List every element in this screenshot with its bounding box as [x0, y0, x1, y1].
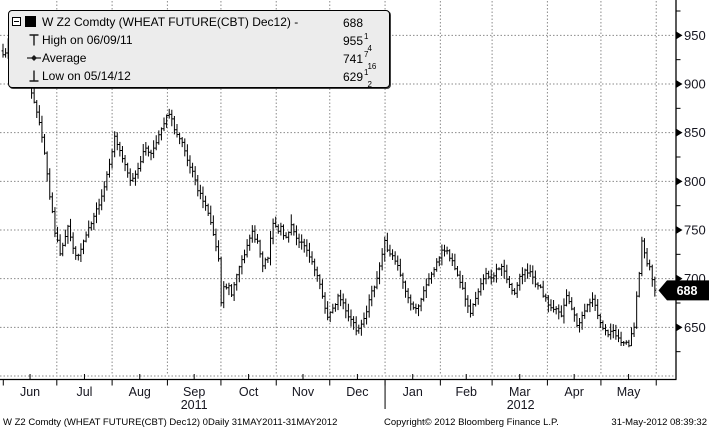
low-marker-icon: [27, 69, 41, 83]
y-axis-label: 750: [684, 223, 706, 238]
x-axis-month-label: Feb: [455, 385, 477, 399]
x-axis-month-label: Aug: [129, 385, 151, 399]
last-price-tag: [658, 280, 709, 301]
x-axis-month-label: Jun: [20, 385, 40, 399]
collapse-icon[interactable]: [12, 17, 21, 26]
y-major-tick: [676, 226, 683, 234]
y-axis-label: 850: [684, 125, 706, 140]
y-axis-label: 800: [684, 174, 706, 189]
y-major-tick: [676, 177, 683, 186]
y-axis-label: 900: [684, 77, 706, 92]
timestamp: 31-May-2012 08:39:32: [611, 417, 707, 428]
series-color-swatch: [25, 16, 36, 27]
x-axis-month-label: Nov: [292, 385, 315, 399]
x-axis-year-label: 2011: [181, 398, 208, 412]
x-axis-month-label: Apr: [564, 385, 583, 399]
low-label: Low on 05/14/12: [42, 69, 131, 83]
last-price-tag-label: 688: [677, 284, 698, 298]
x-axis-month-label: Mar: [509, 385, 531, 399]
chart-description: W Z2 Comdty (WHEAT FUTURE(CBT) Dec12) 0D…: [3, 417, 338, 428]
legend-row-low[interactable]: Low on 05/14/12 62912: [9, 67, 389, 90]
legend-box[interactable]: W Z2 Comdty (WHEAT FUTURE(CBT) Dec12) - …: [8, 10, 390, 90]
x-axis-month-label: Jul: [76, 385, 92, 399]
copyright-notice: Copyright© 2012 Bloomberg Finance L.P.: [384, 417, 559, 428]
low-value: 62912: [343, 68, 372, 90]
average-label: Average: [42, 51, 87, 65]
average-marker-icon: [27, 51, 41, 65]
y-major-tick: [676, 128, 683, 137]
x-axis-month-label: Dec: [346, 385, 368, 399]
y-major-tick: [676, 323, 683, 332]
legend-row-average[interactable]: Average 741716: [9, 49, 389, 72]
legend-row-high[interactable]: High on 06/09/11 95514: [9, 31, 389, 54]
x-axis-month-label: Oct: [239, 385, 259, 399]
y-major-tick: [676, 31, 683, 40]
legend-row-series[interactable]: W Z2 Comdty (WHEAT FUTURE(CBT) Dec12) - …: [9, 13, 389, 31]
y-axis-label: 950: [684, 28, 706, 43]
price-bars: [1, 30, 657, 348]
y-axis-label: 650: [684, 320, 706, 335]
x-axis-month-label: Jan: [403, 385, 423, 399]
high-value: 95514: [343, 32, 372, 54]
high-label: High on 06/09/11: [42, 33, 133, 47]
average-value: 741716: [343, 50, 377, 72]
series-last-value: 688: [343, 16, 364, 30]
x-axis-month-label: Sep: [183, 385, 205, 399]
high-marker-icon: [27, 33, 41, 47]
x-axis-month-label: May: [617, 385, 641, 399]
x-axis-year-label: 2012: [507, 398, 535, 412]
y-major-tick: [676, 80, 683, 88]
series-label: W Z2 Comdty (WHEAT FUTURE(CBT) Dec12) -: [42, 15, 299, 29]
